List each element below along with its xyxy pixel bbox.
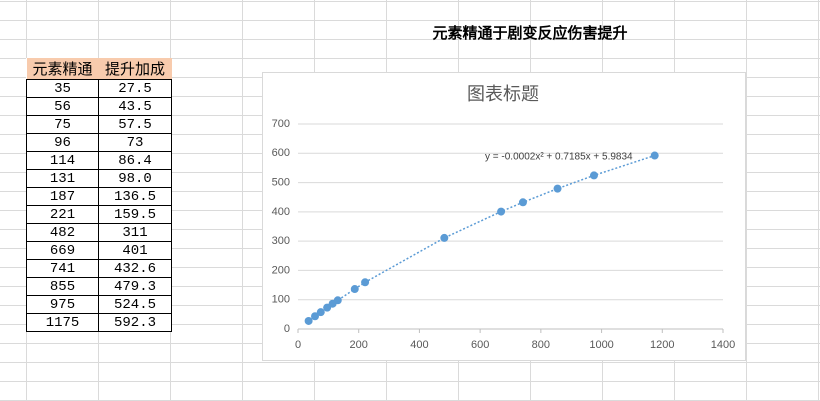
- table-cell: 592.3: [98, 313, 172, 332]
- table-row: 114 86.4: [26, 151, 172, 170]
- table-row: 96 73: [26, 133, 172, 152]
- table-cell: 479.3: [98, 277, 172, 296]
- y-tick-label: 400: [272, 206, 290, 218]
- point: [333, 296, 342, 305]
- y-tick-label: 700: [272, 118, 290, 130]
- y-tick-label: 500: [272, 176, 290, 188]
- table-cell: 98.0: [98, 169, 172, 188]
- table-cell: 221: [26, 205, 99, 224]
- table-cell: 482: [26, 223, 99, 242]
- table-cell: 855: [26, 277, 99, 296]
- x-tick-label: 1400: [711, 339, 735, 351]
- table-row: 1175 592.3: [26, 313, 172, 332]
- table-row: 221 159.5: [26, 205, 172, 224]
- point: [304, 316, 313, 325]
- table-cell: 975: [26, 295, 99, 314]
- table-cell: 136.5: [98, 187, 172, 206]
- point: [440, 233, 449, 242]
- table-cell: 159.5: [98, 205, 172, 224]
- table-cell: 27.5: [98, 79, 172, 98]
- table-cell: 187: [26, 187, 99, 206]
- x-tick-label: 400: [410, 339, 428, 351]
- table-cell: 741: [26, 259, 99, 278]
- header-row: 元素精通 提升加成: [26, 58, 172, 80]
- table-row: 855 479.3: [26, 277, 172, 296]
- y-tick-label: 200: [272, 264, 290, 276]
- point: [316, 308, 325, 317]
- point: [361, 278, 370, 287]
- table-row: 975 524.5: [26, 295, 172, 314]
- table-cell: 73: [98, 133, 172, 152]
- y-tick-label: 0: [284, 323, 290, 335]
- table-row: 741 432.6: [26, 259, 172, 278]
- x-tick-label: 1200: [650, 339, 674, 351]
- table-cell: 114: [26, 151, 99, 170]
- table-cell: 432.6: [98, 259, 172, 278]
- table-row: 131 98.0: [26, 169, 172, 188]
- header-cell: 元素精通: [26, 58, 99, 80]
- point: [350, 285, 359, 294]
- table-row: 187 136.5: [26, 187, 172, 206]
- point: [518, 198, 527, 207]
- y-tick-label: 100: [272, 294, 290, 306]
- table-cell: 311: [98, 223, 172, 242]
- table-cell: 35: [26, 79, 99, 98]
- trendline-equation: y = -0.0002x² + 0.7185x + 5.9834: [485, 152, 633, 163]
- table-cell: 1175: [26, 313, 99, 332]
- chart-frame: [262, 72, 746, 361]
- table-row: 35 27.5: [26, 79, 172, 98]
- chart: 图表标题 0 100 200 300 400 500 600 700 0 200 400 600 800…: [262, 72, 746, 361]
- table-cell: 96: [26, 133, 99, 152]
- point: [497, 207, 506, 216]
- table-cell: 669: [26, 241, 99, 260]
- point: [589, 171, 598, 180]
- table-cell: 57.5: [98, 115, 172, 134]
- table-cell: 86.4: [98, 151, 172, 170]
- x-tick-label: 0: [295, 339, 301, 351]
- x-tick-label: 600: [471, 339, 489, 351]
- sheet-title: 元素精通于剧变反应伤害提升: [432, 25, 628, 42]
- table-row: 482 311: [26, 223, 172, 242]
- table-cell: 524.5: [98, 295, 172, 314]
- point: [553, 184, 562, 193]
- table-row: 669 401: [26, 241, 172, 260]
- table-cell: 56: [26, 97, 99, 116]
- table-row: 75 57.5: [26, 115, 172, 134]
- table-cell: 401: [98, 241, 172, 260]
- x-tick-label: 1000: [589, 339, 613, 351]
- y-tick-label: 600: [272, 147, 290, 159]
- table-cell: 43.5: [98, 97, 172, 116]
- header-cell: 提升加成: [98, 58, 172, 80]
- point: [650, 151, 659, 160]
- table-cell: 75: [26, 115, 99, 134]
- chart-title: 图表标题: [467, 84, 539, 104]
- table-cell: 131: [26, 169, 99, 188]
- x-tick-label: 800: [532, 339, 550, 351]
- table-row: 56 43.5: [26, 97, 172, 116]
- point: [311, 312, 319, 321]
- y-tick-label: 300: [272, 235, 290, 247]
- data-table: 元素精通 提升加成 35 27.5 56 43.5 75 57.5 96 73 114 86.4 131…: [26, 58, 172, 332]
- x-tick-label: 200: [350, 339, 368, 351]
